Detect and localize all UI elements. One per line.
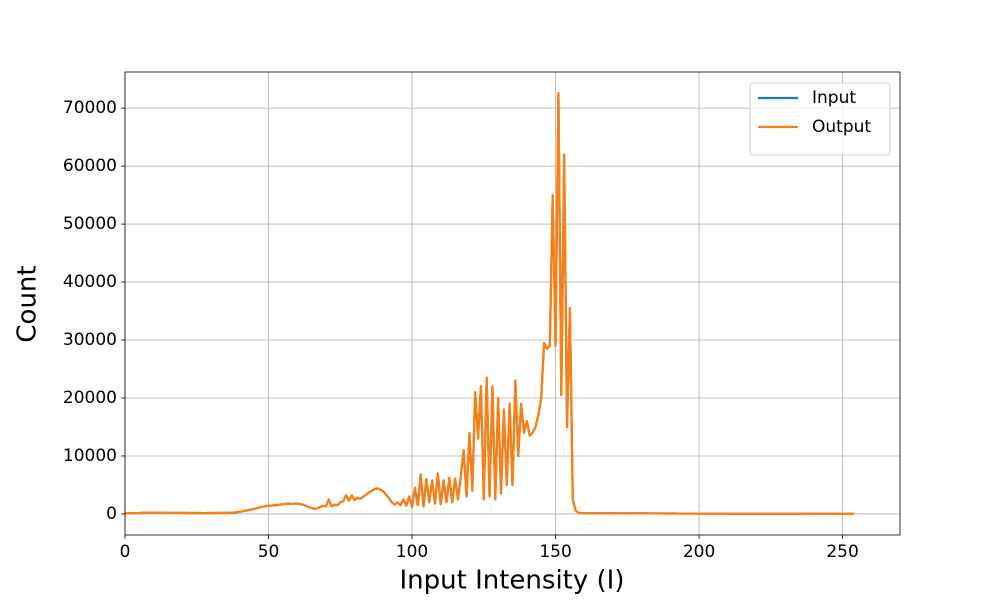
x-tick-label: 0 bbox=[120, 542, 131, 562]
y-tick-label: 0 bbox=[106, 504, 117, 524]
legend-label: Output bbox=[812, 117, 871, 137]
y-axis-label: Count bbox=[13, 265, 43, 342]
x-tick-label: 100 bbox=[396, 542, 428, 562]
y-tick-label: 30000 bbox=[63, 330, 117, 350]
y-tick-label: 10000 bbox=[63, 446, 117, 466]
line-series bbox=[125, 91, 855, 515]
x-tick-label: 150 bbox=[539, 542, 571, 562]
x-tick-label: 250 bbox=[826, 542, 858, 562]
legend-label: Input bbox=[812, 88, 856, 108]
y-tick-label: 20000 bbox=[63, 388, 117, 408]
y-tick-label: 50000 bbox=[63, 214, 117, 234]
line-series bbox=[125, 91, 855, 515]
y-tick-label: 60000 bbox=[63, 156, 117, 176]
x-axis-label: Input Intensity (I) bbox=[400, 566, 625, 596]
y-tick-label: 40000 bbox=[63, 272, 117, 292]
x-tick-label: 200 bbox=[683, 542, 715, 562]
x-tick-label: 50 bbox=[258, 542, 280, 562]
y-tick-label: 70000 bbox=[63, 98, 117, 118]
legend-box bbox=[749, 82, 891, 156]
axes-frame bbox=[124, 71, 901, 536]
